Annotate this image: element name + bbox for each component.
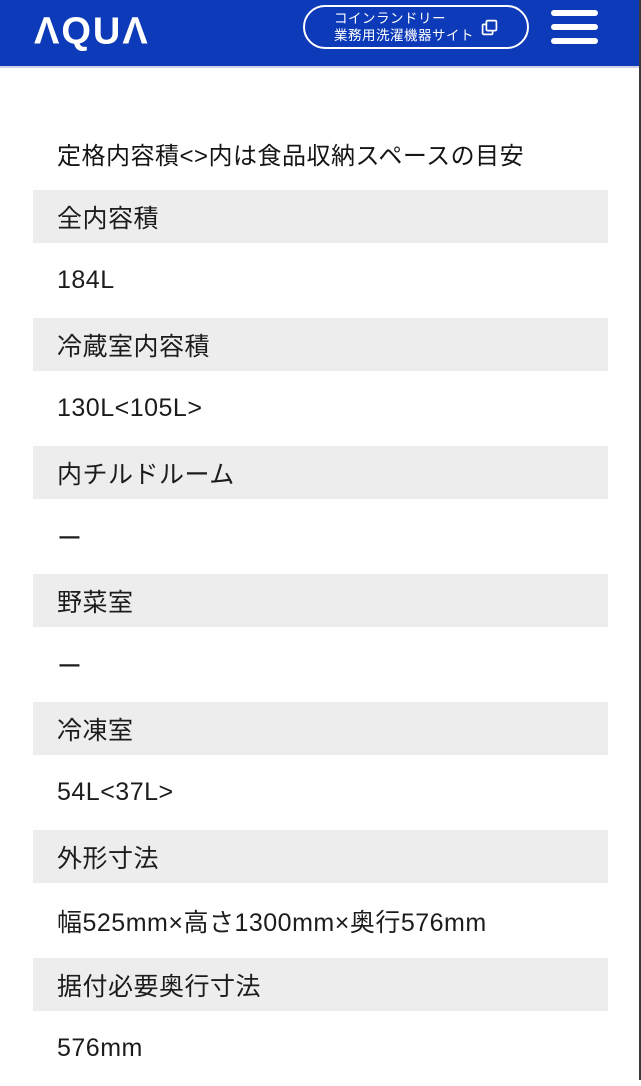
spec-label: 冷蔵室内容積 xyxy=(33,318,608,371)
spec-row: 据付必要奥行寸法 576mm xyxy=(33,958,608,1086)
spec-label: 野菜室 xyxy=(33,574,608,627)
hamburger-icon xyxy=(551,10,598,16)
laundry-site-button-line1: コインランドリー xyxy=(334,10,446,26)
external-link-icon xyxy=(481,19,498,39)
spec-value: 幅525mm×高さ1300mm×奥行576mm xyxy=(33,883,608,958)
spec-row: 内チルドルーム ー xyxy=(33,446,608,574)
spec-row: 全内容積 184L xyxy=(33,190,608,318)
spec-label: 全内容積 xyxy=(33,190,608,243)
spec-row: 野菜室 ー xyxy=(33,574,608,702)
aqua-logo[interactable]: ΛQUΛ xyxy=(34,10,150,53)
window-edge xyxy=(639,0,641,1080)
spec-value: 54L<37L> xyxy=(33,755,608,830)
app-header: ΛQUΛ コインランドリー 業務用洗濯機器サイト xyxy=(0,0,641,68)
spec-note: 定格内容積<>内は食品収納スペースの目安 xyxy=(57,143,525,170)
laundry-site-button-line2: 業務用洗濯機器サイト xyxy=(334,28,474,43)
hamburger-icon xyxy=(551,38,598,44)
spec-value: 130L<105L> xyxy=(33,371,608,446)
spec-table: 全内容積 184L 冷蔵室内容積 130L<105L> 内チルドルーム ー 野菜… xyxy=(33,190,608,1086)
spec-value: 184L xyxy=(33,243,608,318)
spec-row: 冷凍室 54L<37L> xyxy=(33,702,608,830)
spec-value: ー xyxy=(33,499,608,574)
spec-label: 外形寸法 xyxy=(33,830,608,883)
spec-value: ー xyxy=(33,627,608,702)
hamburger-menu-button[interactable] xyxy=(551,10,598,44)
spec-row: 冷蔵室内容積 130L<105L> xyxy=(33,318,608,446)
spec-value: 576mm xyxy=(33,1011,608,1086)
laundry-site-button[interactable]: コインランドリー 業務用洗濯機器サイト xyxy=(303,5,529,49)
spec-label: 内チルドルーム xyxy=(33,446,608,499)
spec-page: 定格内容積<>内は食品収納スペースの目安 全内容積 184L 冷蔵室内容積 13… xyxy=(0,140,641,1086)
laundry-site-button-label: コインランドリー 業務用洗濯機器サイト xyxy=(334,10,474,45)
spec-label: 冷凍室 xyxy=(33,702,608,755)
hamburger-icon xyxy=(551,24,598,30)
spec-row: 外形寸法 幅525mm×高さ1300mm×奥行576mm xyxy=(33,830,608,958)
spec-label: 据付必要奥行寸法 xyxy=(33,958,608,1011)
